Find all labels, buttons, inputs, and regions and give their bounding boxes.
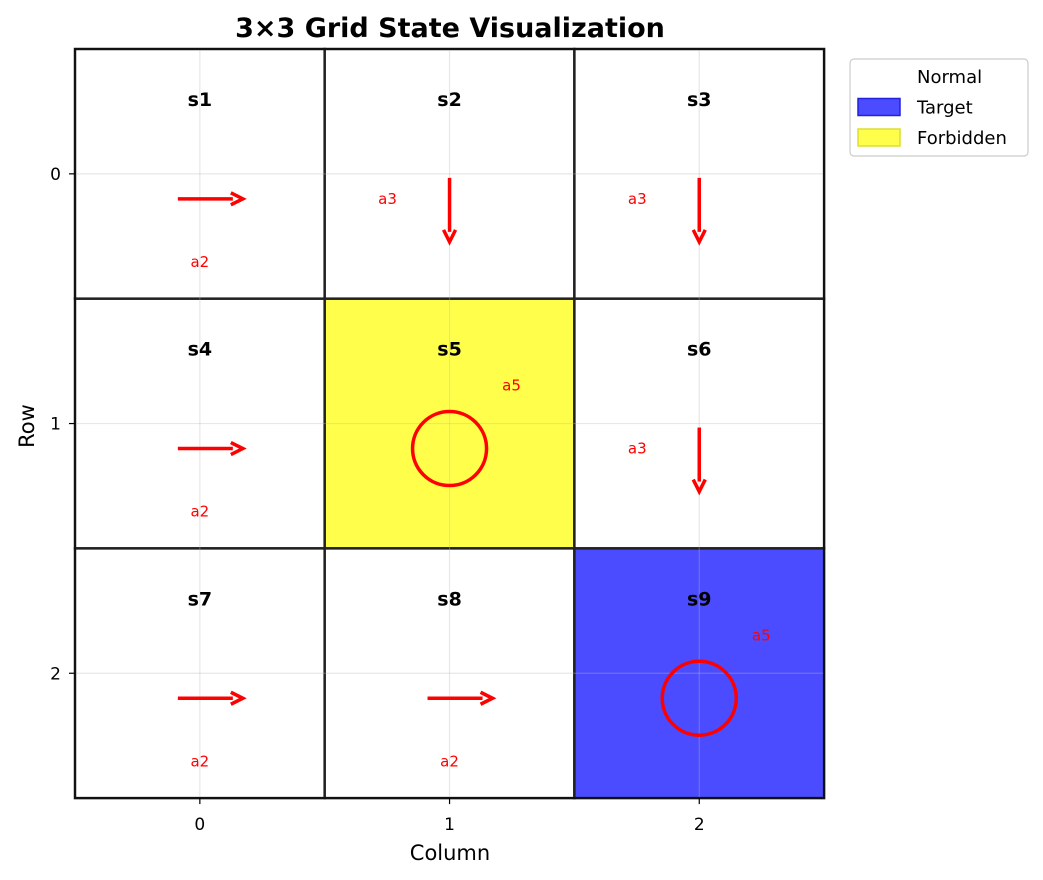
state-label-s3: s3 — [687, 89, 712, 111]
y-tick-label-1: 1 — [50, 415, 61, 435]
policy-mark-s7 — [177, 690, 247, 706]
state-label-s2: s2 — [437, 89, 462, 111]
state-label-s8: s8 — [437, 588, 462, 610]
state-label-s7: s7 — [188, 588, 213, 610]
policy-mark-s9 — [660, 659, 738, 737]
policy-mark-s4 — [177, 440, 247, 457]
x-tick-label-1: 1 — [444, 815, 455, 835]
cell-s5 — [323, 297, 576, 550]
cell-s8 — [323, 547, 576, 800]
state-label-s4: s4 — [188, 339, 213, 361]
action-label-s5: a5 — [502, 377, 521, 395]
state-label-s6: s6 — [687, 339, 712, 361]
action-label-s2: a3 — [378, 190, 397, 208]
action-label-s8: a2 — [440, 752, 459, 770]
legend: Normal Target Forbidden — [849, 58, 1029, 157]
legend-entries: Normal Target Forbidden — [857, 67, 1007, 149]
action-label-s9: a5 — [752, 626, 771, 644]
stay-circle-s5 — [410, 409, 489, 488]
chart-title: 3×3 Grid State Visualization — [235, 13, 665, 44]
arrow-head-s8 — [479, 690, 497, 706]
arrow-head-s6 — [691, 478, 707, 496]
state-label-s5: s5 — [437, 339, 462, 361]
gridlines-layer — [75, 49, 825, 799]
policy-mark-s8 — [427, 690, 497, 706]
policy-mark-s3 — [691, 177, 707, 246]
policy-mark-s6 — [691, 427, 707, 496]
legend-label-normal: Normal — [917, 67, 982, 88]
cell-s2 — [323, 47, 576, 300]
cell-s1 — [73, 47, 326, 300]
action-label-s6: a3 — [628, 440, 647, 458]
marks-layer: s1 a2 s2 a3 s3 a3 s4 a2 s5 a5 s6 a3 s7 a2 s8 a2 s9 a5 — [177, 89, 771, 770]
y-axis-label: Row — [15, 404, 39, 448]
arrow-head-s7 — [230, 690, 247, 706]
x-tick-label-2: 2 — [694, 815, 705, 835]
arrow-head-s2 — [441, 229, 458, 246]
state-label-s9: s9 — [687, 588, 712, 610]
x-tick-label-0: 0 — [194, 815, 205, 835]
cells-layer — [73, 47, 826, 800]
action-label-s4: a2 — [190, 503, 209, 521]
action-label-s3: a3 — [628, 190, 647, 208]
arrow-head-s3 — [691, 229, 707, 246]
legend-label-target: Target — [916, 98, 973, 119]
y-tick-label-2: 2 — [50, 664, 61, 684]
state-label-s1: s1 — [188, 89, 213, 111]
cell-s4 — [73, 297, 326, 550]
action-label-s7: a2 — [190, 752, 209, 770]
legend-swatch-forbidden — [857, 128, 901, 147]
legend-label-forbidden: Forbidden — [917, 128, 1007, 149]
x-axis-label: Column — [410, 841, 490, 865]
policy-mark-s2 — [441, 177, 458, 246]
ticks-layer: 0 1 2 0 1 2 — [50, 165, 704, 835]
arrow-head-s1 — [230, 191, 247, 207]
action-label-s1: a2 — [190, 253, 209, 271]
policy-mark-s1 — [177, 191, 247, 207]
cell-s6 — [573, 297, 826, 550]
policy-mark-s5 — [410, 409, 489, 488]
legend-swatch-target — [857, 97, 901, 117]
arrow-head-s4 — [230, 440, 247, 457]
y-tick-label-0: 0 — [50, 165, 61, 185]
stay-circle-s9 — [660, 659, 738, 737]
